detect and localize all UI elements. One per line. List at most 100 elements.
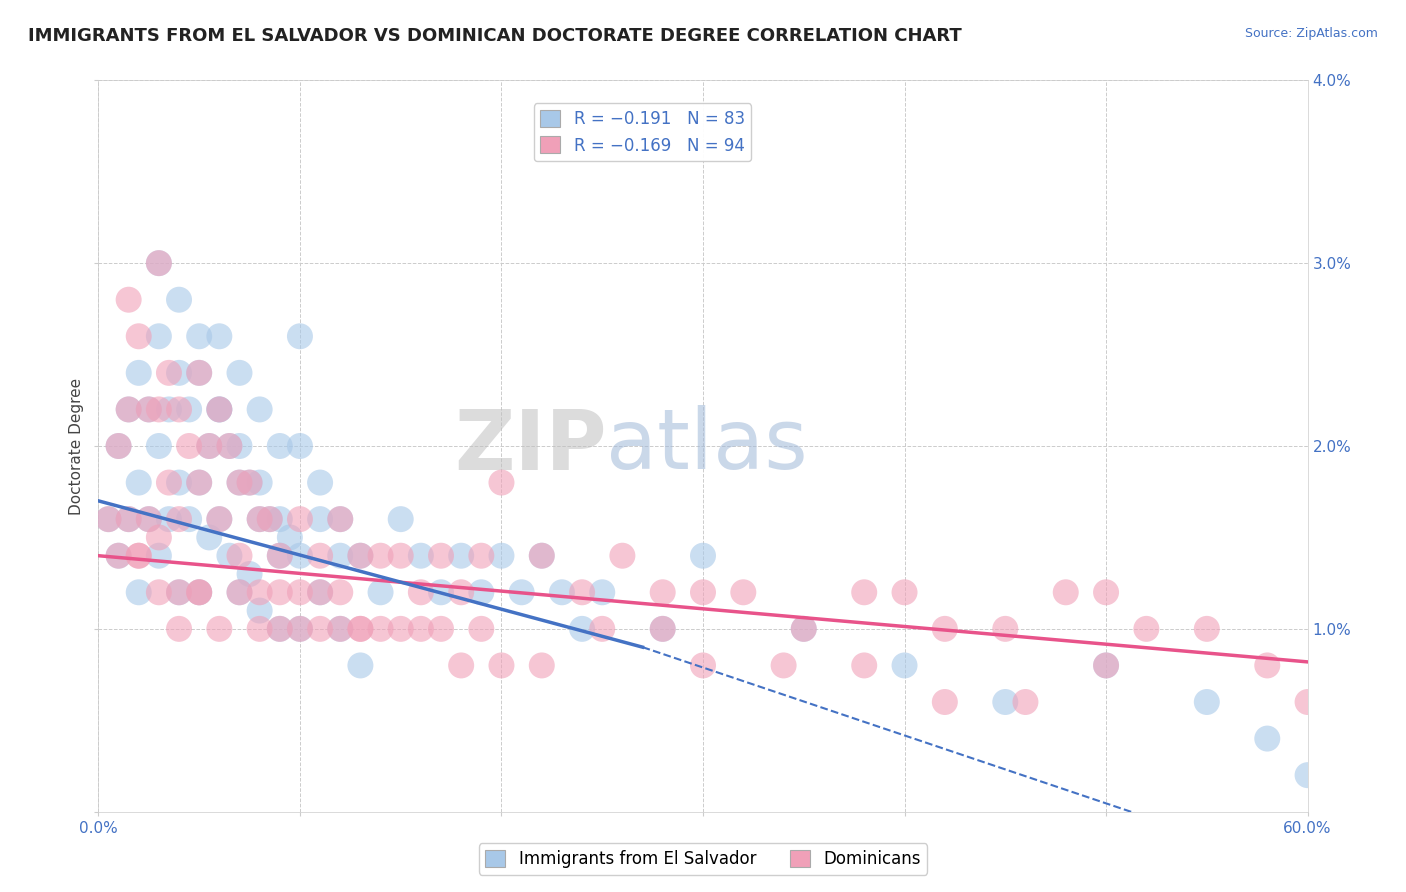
Point xyxy=(167,622,190,636)
Point xyxy=(450,585,472,599)
Point xyxy=(530,549,553,563)
Point xyxy=(167,475,190,490)
Point xyxy=(208,402,231,417)
Point xyxy=(994,695,1017,709)
Point xyxy=(148,329,170,343)
Point xyxy=(107,439,129,453)
Point xyxy=(430,585,453,599)
Point xyxy=(591,622,613,636)
Point xyxy=(309,585,332,599)
Point xyxy=(370,622,392,636)
Point xyxy=(107,549,129,563)
Point xyxy=(551,585,574,599)
Point xyxy=(288,622,311,636)
Point xyxy=(288,549,311,563)
Point xyxy=(118,402,141,417)
Text: Source: ZipAtlas.com: Source: ZipAtlas.com xyxy=(1244,27,1378,40)
Point xyxy=(349,658,371,673)
Point xyxy=(430,622,453,636)
Point xyxy=(1095,658,1118,673)
Point xyxy=(349,622,371,636)
Point xyxy=(772,658,794,673)
Point xyxy=(228,585,250,599)
Point xyxy=(188,329,211,343)
Point xyxy=(934,622,956,636)
Point xyxy=(148,530,170,544)
Point xyxy=(329,622,352,636)
Point xyxy=(269,512,291,526)
Point xyxy=(249,512,271,526)
Point xyxy=(179,402,201,417)
Point xyxy=(793,622,815,636)
Point xyxy=(188,366,211,380)
Point xyxy=(1296,768,1319,782)
Point xyxy=(692,658,714,673)
Point xyxy=(329,512,352,526)
Point xyxy=(118,512,141,526)
Point xyxy=(309,475,332,490)
Point xyxy=(218,549,240,563)
Point xyxy=(128,475,150,490)
Point xyxy=(228,475,250,490)
Point xyxy=(470,622,492,636)
Point xyxy=(198,530,221,544)
Point xyxy=(157,475,180,490)
Point xyxy=(148,402,170,417)
Point xyxy=(450,549,472,563)
Point xyxy=(179,512,201,526)
Point xyxy=(249,475,271,490)
Point xyxy=(208,402,231,417)
Point xyxy=(510,585,533,599)
Point xyxy=(1256,658,1278,673)
Point xyxy=(97,512,120,526)
Point xyxy=(208,329,231,343)
Point xyxy=(208,622,231,636)
Point xyxy=(389,622,412,636)
Point xyxy=(370,549,392,563)
Point xyxy=(1296,695,1319,709)
Point xyxy=(269,549,291,563)
Point xyxy=(409,622,432,636)
Point xyxy=(409,549,432,563)
Point xyxy=(491,475,513,490)
Point xyxy=(188,366,211,380)
Point xyxy=(853,585,876,599)
Point xyxy=(107,439,129,453)
Point xyxy=(409,585,432,599)
Point xyxy=(470,585,492,599)
Text: IMMIGRANTS FROM EL SALVADOR VS DOMINICAN DOCTORATE DEGREE CORRELATION CHART: IMMIGRANTS FROM EL SALVADOR VS DOMINICAN… xyxy=(28,27,962,45)
Point xyxy=(107,549,129,563)
Point xyxy=(138,402,160,417)
Point xyxy=(309,512,332,526)
Point xyxy=(349,622,371,636)
Point xyxy=(249,402,271,417)
Point xyxy=(288,622,311,636)
Point xyxy=(148,256,170,270)
Point xyxy=(470,549,492,563)
Point xyxy=(128,549,150,563)
Point xyxy=(188,475,211,490)
Point xyxy=(249,622,271,636)
Point xyxy=(269,549,291,563)
Point xyxy=(309,622,332,636)
Point xyxy=(157,402,180,417)
Point xyxy=(288,585,311,599)
Point xyxy=(198,439,221,453)
Point xyxy=(179,439,201,453)
Point xyxy=(1095,585,1118,599)
Point xyxy=(651,622,673,636)
Point xyxy=(269,622,291,636)
Point xyxy=(269,439,291,453)
Text: ZIP: ZIP xyxy=(454,406,606,486)
Point xyxy=(349,549,371,563)
Point xyxy=(157,366,180,380)
Point xyxy=(491,549,513,563)
Point xyxy=(157,512,180,526)
Point xyxy=(651,622,673,636)
Point xyxy=(612,549,634,563)
Point xyxy=(167,366,190,380)
Point xyxy=(370,585,392,599)
Point xyxy=(1014,695,1036,709)
Point xyxy=(733,585,755,599)
Point xyxy=(148,549,170,563)
